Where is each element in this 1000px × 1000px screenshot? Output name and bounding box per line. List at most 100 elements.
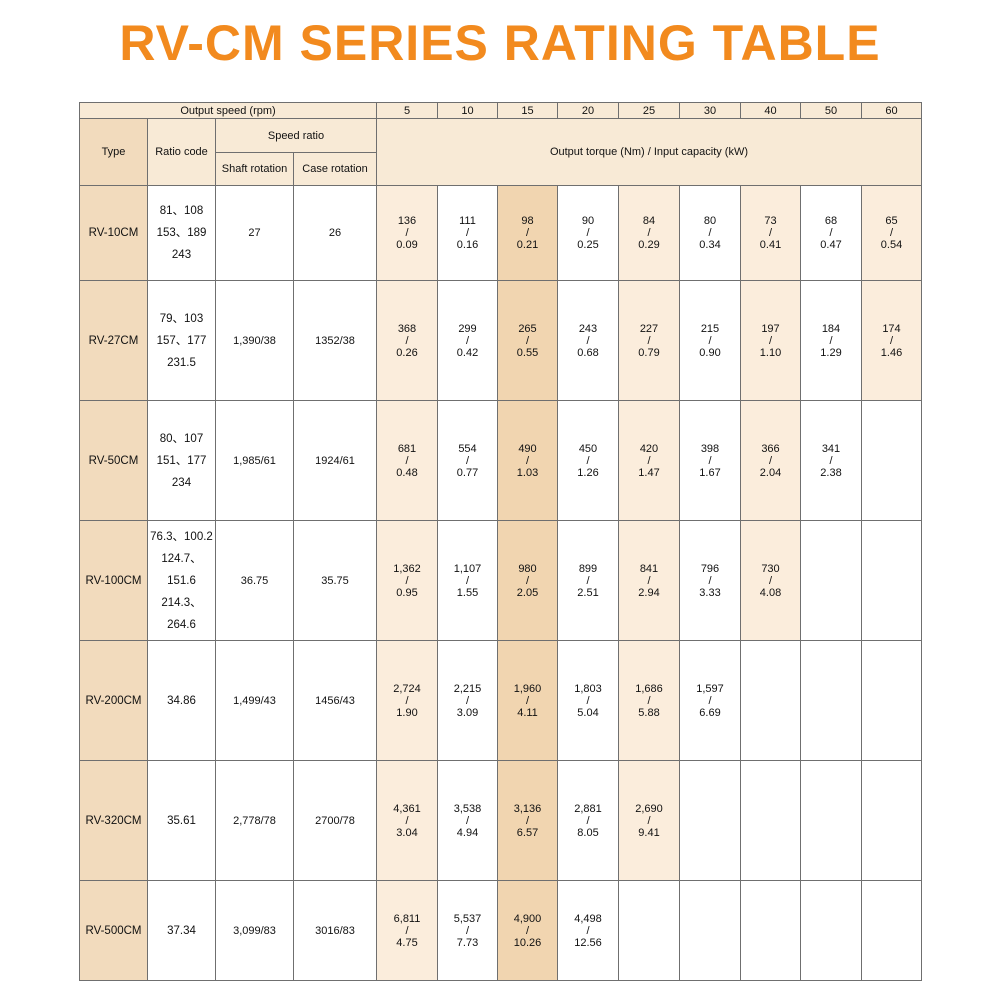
shaft-text: 2,778/78 [233,814,276,827]
capacity: 8.05 [577,826,599,839]
capacity: 10.26 [513,936,542,949]
torque: 1,803 [574,682,602,695]
separator: / [465,454,470,467]
separator: / [465,227,470,239]
case-text: 26 [328,227,342,239]
capacity: 2.94 [638,586,660,599]
capacity: 4.08 [759,586,782,599]
ratio-code-cell: 79、103 157、177 231.5 [147,280,216,401]
torque: 554 [458,442,477,455]
header-text: Output torque (Nm) / Input capacity (kW) [549,146,749,158]
shaft-cell: 36.75 [215,520,294,641]
capacity: 0.34 [699,239,721,251]
shaft-text: 36.75 [240,574,269,587]
separator: / [525,574,530,587]
speed-text: 10 [461,104,474,117]
case-text: 35.75 [321,574,349,587]
case-cell: 2700/78 [293,760,377,881]
shaft-cell: 1,390/38 [215,280,294,401]
type-cell: RV-500CM [79,880,148,981]
capacity: 0.54 [880,239,903,251]
rating-cell: 554/0.77 [437,400,498,521]
separator: / [829,227,833,239]
torque: 265 [518,322,537,335]
torque: 1,362 [393,562,421,575]
capacity: 0.41 [759,239,782,251]
capacity: 6.69 [699,706,721,719]
rating-cell: 6,811/4.75 [376,880,438,981]
speed-header: 60 [861,102,922,119]
type-text: RV-50CM [88,454,139,467]
separator: / [525,454,530,467]
separator: / [708,574,712,587]
shaft-text: 3,099/83 [233,924,276,937]
header-cell: Shaft rotation [215,152,294,186]
torque: 4,361 [393,802,421,815]
rating-cell [800,880,862,981]
ratio-code-line: 80、107 [159,432,204,445]
rating-cell [740,880,801,981]
speed-header: 40 [740,102,801,119]
torque: 197 [761,322,780,335]
rating-cell [861,520,922,641]
rating-cell: 197/1.10 [740,280,801,401]
rating-cell: 450/1.26 [557,400,619,521]
capacity: 2.04 [759,466,782,479]
shaft-text: 1,390/38 [233,334,276,347]
rating-cell: 68/0.47 [800,185,862,281]
ratio-code-line: 153、189 [156,227,207,239]
rating-cell [679,880,741,981]
rating-cell: 841/2.94 [618,520,680,641]
header-text: Type [101,146,126,158]
torque: 98 [521,215,534,227]
speed-text: 25 [642,104,656,117]
torque: 68 [824,215,838,227]
rating-cell [861,400,922,521]
ratio-code-line: 35.61 [167,814,196,827]
speed-text: 30 [703,104,717,117]
capacity: 0.48 [396,466,418,479]
separator: / [405,227,409,239]
rating-cell: 980/2.05 [497,520,558,641]
capacity: 1.55 [456,586,479,599]
rating-cell: 299/0.42 [437,280,498,401]
capacity: 4.94 [456,826,479,839]
ratio-code-line: 231.5 [167,356,196,369]
ratio-code-line: 34.86 [167,694,196,707]
case-text: 1924/61 [315,454,355,467]
capacity: 6.57 [516,826,539,839]
type-cell: RV-320CM [79,760,148,881]
separator: / [465,694,470,707]
rating-cell: 265/0.55 [497,280,558,401]
capacity: 3.04 [396,826,418,839]
capacity: 4.11 [517,706,538,719]
separator: / [708,454,712,467]
capacity: 1.26 [577,466,599,479]
case-cell: 35.75 [293,520,377,641]
separator: / [889,227,894,239]
torque: 1,597 [696,682,724,695]
capacity: 5.04 [577,706,599,719]
rating-cell: 4,900/10.26 [497,880,558,981]
torque: 2,690 [635,802,663,815]
header-text: Case rotation [302,163,368,175]
type-text: RV-10CM [88,227,139,239]
type-text: RV-500CM [85,924,142,937]
rating-cell [861,640,922,761]
capacity: 3.09 [456,706,479,719]
rating-cell: 2,690/9.41 [618,760,680,881]
shaft-cell: 3,099/83 [215,880,294,981]
rating-cell: 366/2.04 [740,400,801,521]
capacity: 1.67 [699,466,721,479]
capacity: 4.75 [396,936,418,949]
header-cell: Speed ratio [215,118,377,153]
separator: / [768,227,773,239]
separator: / [647,574,651,587]
ratio-code-cell: 37.34 [147,880,216,981]
speed-header: 25 [618,102,680,119]
case-text: 2700/78 [315,814,355,827]
speed-text: 60 [885,104,898,117]
rating-cell: 73/0.41 [740,185,801,281]
torque: 184 [821,322,841,335]
type-text: RV-320CM [85,814,142,827]
